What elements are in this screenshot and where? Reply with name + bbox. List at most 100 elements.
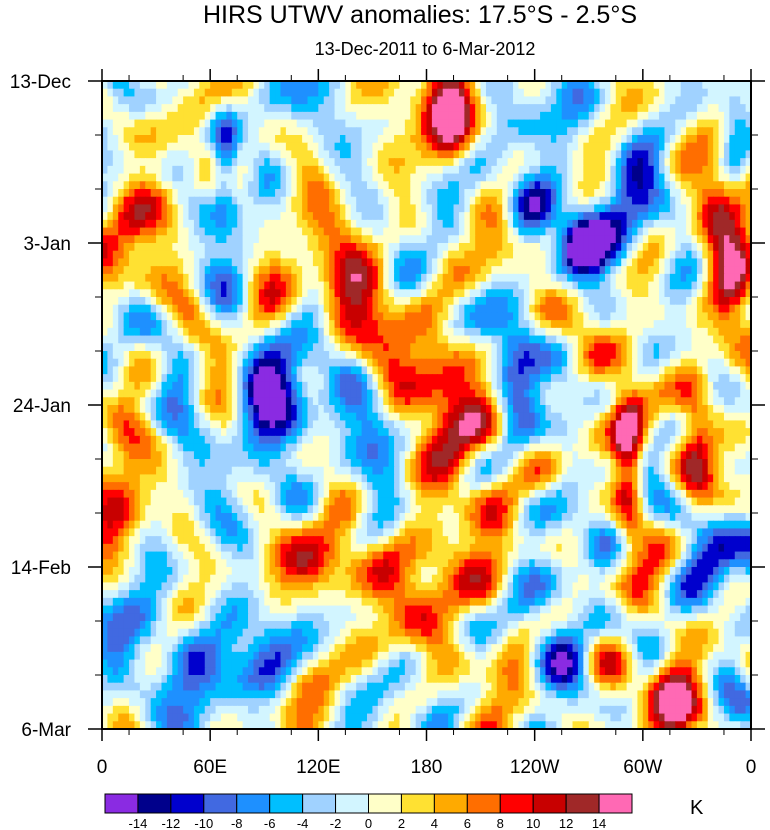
heatmap-cell [231,204,238,213]
heatmap-cell [394,81,401,90]
heatmap-cell [475,389,482,398]
heatmap-cell [707,81,714,90]
heatmap-cell [464,165,471,175]
heatmap-cell [448,81,455,90]
heatmap-cell [550,327,557,337]
heatmap-cell [740,351,747,360]
heatmap-cell [377,266,384,275]
heatmap-cell [215,135,222,144]
heatmap-cell [139,135,146,144]
heatmap-cell [734,196,741,206]
heatmap-cell [248,127,255,136]
heatmap-cell [637,366,644,375]
heatmap-cell [740,142,747,152]
heatmap-cell [729,235,736,244]
heatmap-cell [713,150,720,159]
heatmap-cell [323,165,330,175]
heatmap-cell [496,165,503,175]
heatmap-cell [740,297,747,306]
heatmap-cell [621,111,628,121]
heatmap-cell [669,358,676,368]
heatmap-cell [458,219,465,229]
heatmap-cell [599,204,606,213]
heatmap-cell [604,150,611,159]
heatmap-cell [621,243,628,252]
heatmap-cell [388,158,395,167]
heatmap-cell [480,119,487,128]
heatmap-cell [166,250,173,260]
heatmap-cell [675,304,682,314]
heatmap-cell [664,335,671,344]
heatmap-cell [129,165,136,175]
heatmap-cell [275,312,282,321]
heatmap-cell [145,135,152,144]
heatmap-cell [729,135,736,144]
heatmap-cell [550,81,557,90]
heatmap-cell [621,196,628,206]
heatmap-cell [112,212,119,221]
heatmap-cell [296,381,303,391]
heatmap-cell [204,150,211,159]
heatmap-cell [453,258,460,267]
heatmap-cell [118,235,125,244]
heatmap-cell [637,243,644,252]
heatmap-cell [729,142,736,152]
heatmap-cell [302,204,309,213]
heatmap-cell [296,327,303,337]
heatmap-cell [264,181,271,190]
heatmap-cell [448,150,455,159]
heatmap-cell [464,297,471,306]
heatmap-cell [156,181,163,190]
heatmap-cell [659,142,666,152]
heatmap-cell [183,127,190,136]
heatmap-cell [675,273,682,283]
heatmap-cell [485,173,492,182]
heatmap-cell [507,366,514,375]
heatmap-cell [485,189,492,198]
heatmap-cell [480,304,487,314]
heatmap-cell [377,173,384,182]
heatmap-cell [610,258,617,267]
heatmap-cell [648,135,655,144]
heatmap-cell [518,181,525,190]
heatmap-cell [464,96,471,105]
heatmap-cell [150,96,157,105]
heatmap-cell [134,343,141,352]
heatmap-cell [118,142,125,152]
heatmap-cell [410,88,417,98]
heatmap-cell [350,320,357,329]
heatmap-cell [367,158,374,167]
heatmap-cell [594,381,601,391]
heatmap-cell [410,289,417,298]
heatmap-cell [361,304,368,314]
heatmap-cell [248,96,255,105]
heatmap-cell [572,81,579,90]
heatmap-cell [502,158,509,167]
heatmap-cell [123,297,130,306]
heatmap-cell [231,374,238,383]
heatmap-cell [561,135,568,144]
heatmap-cell [469,96,476,105]
heatmap-cell [745,374,752,383]
heatmap-cell [437,88,444,98]
heatmap-cell [145,212,152,221]
heatmap-cell [258,150,265,159]
heatmap-cell [166,397,173,406]
heatmap-cell [334,266,341,275]
heatmap-cell [437,351,444,360]
heatmap-cell [383,389,390,398]
heatmap-cell [188,335,195,344]
heatmap-cell [183,142,190,152]
heatmap-cell [204,173,211,182]
heatmap-cell [280,304,287,314]
heatmap-cell [275,266,282,275]
heatmap-cell [680,96,687,105]
heatmap-cell [139,204,146,213]
heatmap-cell [210,204,217,213]
heatmap-cell [134,204,141,213]
heatmap-cell [740,204,747,213]
heatmap-cell [513,258,520,267]
heatmap-cell [329,142,336,152]
heatmap-cell [372,389,379,398]
heatmap-cell [453,289,460,298]
